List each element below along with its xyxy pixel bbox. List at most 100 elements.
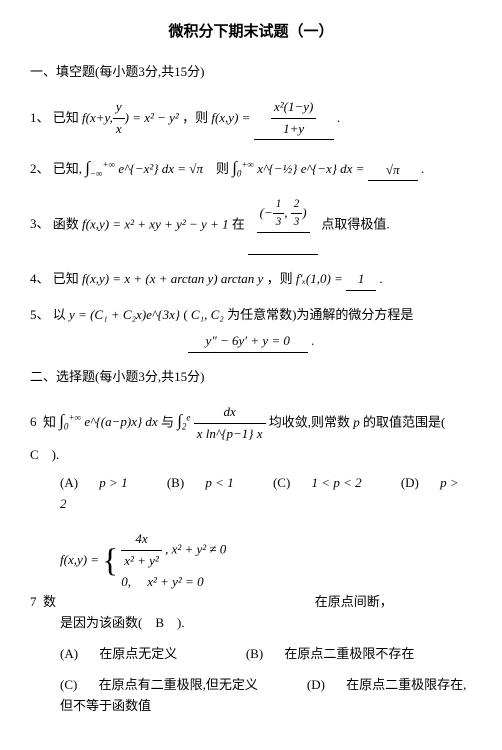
problem-4: 4、 已知 f(x,y) = x + (x + arctan y) arctan… — [30, 269, 472, 291]
opt-label: (A) — [60, 646, 78, 661]
text: 函数 — [53, 216, 79, 231]
int-hi: +∞ — [68, 413, 81, 423]
answer-blank: x²(1−y)1+y — [254, 97, 334, 141]
frac-num: dx — [194, 402, 266, 424]
formula: ∫0+∞ x^{−½} e^{−x} dx = — [232, 161, 367, 176]
answer: B — [155, 615, 164, 630]
problem-number: 7 — [30, 592, 37, 613]
opt-text: 在原点有二重极限,但无定义 — [99, 677, 258, 692]
formula: f(x,y) = — [211, 110, 253, 125]
formula: ∫0+∞ e^{(a−p)x} dx — [59, 414, 161, 429]
int-lo: 0 — [237, 169, 242, 179]
formula: f(x,y) = x + (x + arctan y) arctan y — [82, 271, 263, 286]
formula: f(x,y) = x² + xy + y² − y + 1 — [82, 216, 229, 231]
ans-num: x²(1−y) — [271, 97, 316, 119]
formula: C₁, C₂ — [191, 307, 224, 322]
expr-left: f(x+y, — [82, 110, 113, 125]
text: . — [379, 271, 382, 286]
opt-label: (B) — [246, 646, 263, 661]
answer-blank: √π — [368, 160, 418, 182]
problem-number: 5、 — [30, 305, 50, 326]
opt-label: (B) — [167, 475, 184, 490]
problem-3: 3、 函数 f(x,y) = x² + xy + y² − y + 1 在 (−… — [30, 196, 472, 255]
text: 知 — [43, 414, 56, 429]
problem-number: 6 — [30, 412, 37, 433]
text: 则 — [216, 161, 229, 176]
text: 的取值范围是( — [363, 414, 445, 429]
problem-number: 2、 — [30, 159, 50, 180]
text: 数 — [43, 594, 56, 609]
text: . — [311, 333, 314, 348]
formula: y = (C₁ + C₂x)e^{3x} — [69, 307, 180, 322]
section-2-heading: 二、选择题(每小题3分,共15分) — [30, 367, 472, 388]
answer: C — [30, 447, 39, 462]
options-row-2: (C) 在原点有二重极限,但无定义 (D) 在原点二重极限存在,但不等于函数值 — [60, 675, 472, 717]
text: 点取得极值. — [321, 216, 389, 231]
answer-blank: 1 — [346, 269, 376, 291]
text: 与 — [161, 414, 174, 429]
text: ( — [183, 307, 187, 322]
problem-number: 4、 — [30, 269, 50, 290]
formula: f(x,y) = — [60, 552, 102, 567]
text: 已知, — [53, 161, 82, 176]
frac-den: x — [113, 119, 125, 140]
opt-label: (C) — [60, 677, 77, 692]
text: 均收敛,则常数 — [269, 414, 350, 429]
int-lo: 0 — [64, 422, 69, 432]
frac-den: x² + y² — [121, 551, 162, 572]
int-body: x^{−½} e^{−x} dx = — [257, 161, 367, 176]
text: 已知 — [53, 271, 79, 286]
opt-label: (A) — [60, 475, 78, 490]
opt-text: p > 1 — [99, 475, 127, 490]
options-row-1: (A) 在原点无定义 (B) 在原点二重极限不存在 — [60, 644, 472, 665]
text: 为任意常数)为通解的微分方程是 — [227, 307, 413, 322]
problem-2: 2、 已知, ∫−∞+∞ e^{−x²} dx = √π 则 ∫0+∞ x^{−… — [30, 154, 472, 181]
problem-5: 5、 以 y = (C₁ + C₂x)e^{3x} ( C₁, C₂ 为任意常数… — [30, 305, 472, 354]
text: . — [337, 110, 340, 125]
section-1-heading: 一、填空题(每小题3分,共15分) — [30, 62, 472, 83]
formula: ∫−∞+∞ e^{−x²} dx = √π — [85, 161, 206, 176]
brace-icon: { — [102, 535, 118, 587]
answer-blank: y″ − 6y′ + y = 0 — [188, 331, 308, 353]
var: p — [353, 414, 360, 429]
opt-label: (D) — [401, 475, 419, 490]
int-body: e^{−x²} dx = √π — [118, 161, 203, 176]
case-val: 0, — [121, 574, 131, 589]
ans-den: 1+y — [271, 119, 316, 140]
opt-text: 在原点二重极限不存在 — [284, 646, 414, 661]
text: . — [421, 161, 424, 176]
text: 以 — [53, 307, 66, 322]
problem-1: 1、 已知 f(x+y,yx) = x² − y² ，则 f(x,y) = x²… — [30, 97, 472, 141]
expr-right: ) = x² − y² — [125, 110, 179, 125]
formula: ∫2e dxx ln^{p−1} x — [177, 414, 269, 429]
case-cond: x² + y² = 0 — [147, 574, 203, 589]
opt-text: 1 < p < 2 — [312, 475, 362, 490]
page-title: 微积分下期末试题（一） — [30, 20, 472, 44]
frac-num: 4x — [121, 529, 162, 551]
formula: f'ₓ(1,0) = — [296, 271, 346, 286]
formula: f(x+y,yx) = x² − y² — [82, 110, 182, 125]
text: 在 — [232, 216, 245, 231]
options-row: (A) p > 1 (B) p < 1 (C) 1 < p < 2 (D) p … — [60, 473, 472, 515]
opt-label: (D) — [307, 677, 325, 692]
int-hi: +∞ — [103, 160, 116, 170]
int-lo: 2 — [182, 422, 187, 432]
frac-den: x ln^{p−1} x — [194, 424, 266, 445]
int-body: e^{(a−p)x} dx — [84, 414, 157, 429]
opt-text: 在原点无定义 — [99, 646, 177, 661]
problem-number: 3、 — [30, 214, 50, 235]
text: 已知 — [53, 110, 79, 125]
int-hi: e — [186, 413, 190, 423]
text: 是因为该函数( — [60, 615, 142, 630]
problem-6: 6 知 ∫0+∞ e^{(a−p)x} dx 与 ∫2e dxx ln^{p−1… — [30, 402, 472, 515]
int-lo: −∞ — [90, 169, 103, 179]
frac-num: y — [113, 97, 125, 119]
text: ，则 — [182, 110, 208, 125]
problem-7: f(x,y) = { 4xx² + y² , x² + y² ≠ 0 0, x²… — [30, 529, 472, 716]
text: ). — [52, 447, 60, 462]
case-cond: , x² + y² ≠ 0 — [165, 541, 226, 556]
opt-label: (C) — [273, 475, 290, 490]
opt-text: p < 1 — [205, 475, 233, 490]
problem-number: 1、 — [30, 108, 50, 129]
text: ，则 — [267, 271, 293, 286]
